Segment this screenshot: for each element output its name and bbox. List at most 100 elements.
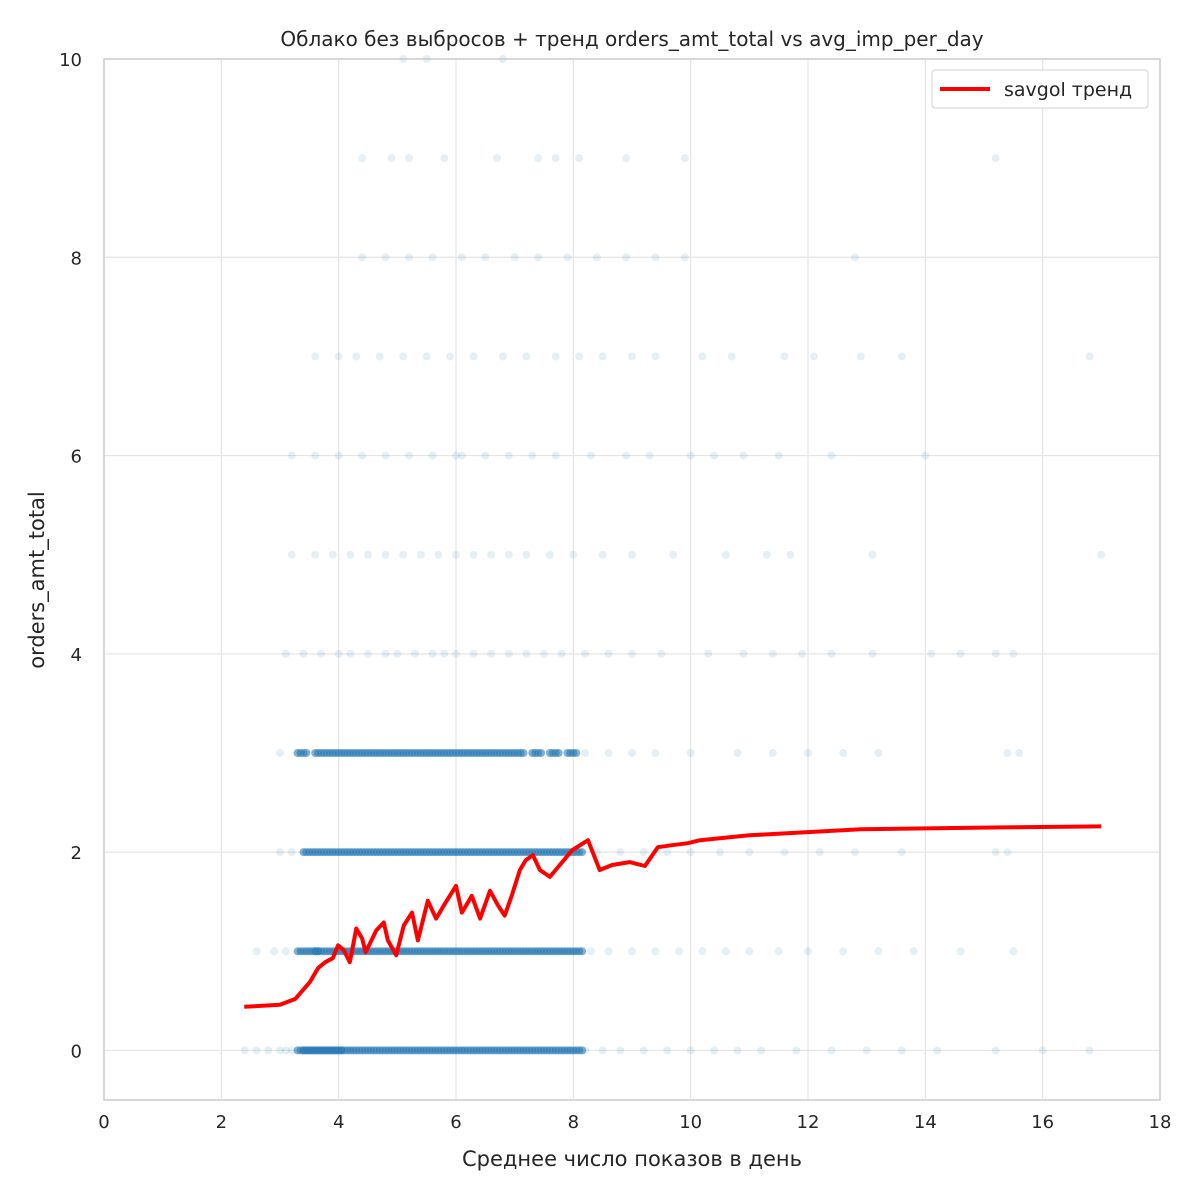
scatter-point xyxy=(680,154,689,163)
scatter-point xyxy=(739,649,748,658)
x-tick-label: 10 xyxy=(679,1112,702,1133)
y-tick-label: 6 xyxy=(71,447,82,468)
scatter-point xyxy=(563,253,572,262)
scatter-point xyxy=(375,352,384,361)
scatter-point xyxy=(519,749,528,757)
x-tick-label: 0 xyxy=(98,1112,109,1133)
scatter-point xyxy=(850,253,859,262)
scatter-point xyxy=(686,451,695,460)
scatter-point xyxy=(768,749,777,757)
scatter-point xyxy=(598,550,607,559)
scatter-point xyxy=(575,154,584,163)
scatter-point xyxy=(710,451,719,460)
scatter-point xyxy=(487,649,496,658)
scatter-point xyxy=(287,451,296,460)
scatter-point xyxy=(358,451,367,460)
x-tick-label: 4 xyxy=(333,1112,344,1133)
scatter-point xyxy=(498,352,507,361)
plot-frame xyxy=(103,58,1161,1101)
scatter-point xyxy=(809,352,818,361)
scatter-point xyxy=(551,154,560,163)
scatter-point xyxy=(440,649,449,658)
scatter-point xyxy=(551,451,560,460)
scatter-point xyxy=(569,550,578,559)
scatter-point xyxy=(581,649,590,658)
scatter-point xyxy=(827,649,836,658)
scatter-point xyxy=(586,451,595,460)
scatter-point xyxy=(827,1046,836,1055)
scatter-point xyxy=(428,253,437,262)
scatter-point xyxy=(733,1046,742,1055)
scatter-point xyxy=(281,947,290,956)
scatter-point xyxy=(1097,550,1106,559)
x-tick-label: 16 xyxy=(1031,1112,1054,1133)
scatter-point xyxy=(557,649,566,658)
scatter-point xyxy=(581,749,590,757)
scatter-point xyxy=(1009,947,1018,956)
scatter-point xyxy=(698,352,707,361)
legend: savgol тренд xyxy=(931,69,1149,109)
scatter-point xyxy=(446,352,455,361)
scatter-point xyxy=(721,947,730,956)
scatter-point xyxy=(428,451,437,460)
trend-line xyxy=(244,824,1102,1009)
scatter-point xyxy=(657,649,666,658)
scatter-point xyxy=(604,649,613,658)
scatter-point xyxy=(868,550,877,559)
scatter-point xyxy=(393,649,402,658)
scatter-point xyxy=(628,649,636,658)
scatter-point xyxy=(798,649,807,658)
scatter-point xyxy=(452,451,460,460)
scatter-point xyxy=(399,550,408,559)
scatter-point xyxy=(276,848,284,857)
scatter-point xyxy=(874,947,883,956)
scatter-point xyxy=(276,1046,284,1055)
scatter-point xyxy=(616,1046,625,1055)
scatter-point xyxy=(897,352,906,361)
scatter-point xyxy=(434,550,443,559)
scatter-point xyxy=(457,253,466,262)
scatter-point xyxy=(1009,649,1018,658)
scatter-point xyxy=(874,749,883,757)
scatter-point xyxy=(622,154,631,163)
scatter-point xyxy=(651,749,660,757)
scatter-point xyxy=(592,253,601,262)
scatter-point xyxy=(622,253,631,262)
scatter-point xyxy=(405,451,414,460)
trend-line-group xyxy=(244,824,1102,1009)
scatter-point xyxy=(698,947,707,956)
scatter-point xyxy=(1085,1046,1094,1055)
scatter-point xyxy=(504,550,513,559)
scatter-point xyxy=(1038,1046,1047,1055)
scatter-point xyxy=(578,1046,587,1055)
scatter-point xyxy=(334,352,343,361)
scatter-point xyxy=(578,947,587,956)
scatter-point xyxy=(311,352,320,361)
scatter-point xyxy=(780,848,789,857)
scatter-point xyxy=(850,848,859,857)
scatter-point xyxy=(956,947,965,956)
scatter-point xyxy=(481,451,490,460)
scatter-point xyxy=(745,947,754,956)
chart-title: Облако без выбросов + тренд orders_amt_t… xyxy=(280,27,983,51)
scatter-point xyxy=(281,649,290,658)
scatter-point xyxy=(827,451,836,460)
scatter-point xyxy=(897,848,906,857)
scatter-point xyxy=(956,649,965,658)
scatter-point xyxy=(991,154,1000,163)
scatter-point xyxy=(252,947,261,956)
scatter-point xyxy=(381,451,390,460)
scatter-point xyxy=(598,1046,607,1055)
scatter-point xyxy=(686,1046,695,1055)
scatter-point xyxy=(991,848,1000,857)
y-tick-label: 2 xyxy=(71,843,82,864)
scatter-point xyxy=(381,649,390,658)
scatter-point xyxy=(581,1046,590,1055)
scatter-point xyxy=(575,352,584,361)
scatter-point xyxy=(686,749,695,757)
scatter-point xyxy=(311,451,320,460)
scatter-point xyxy=(839,749,848,757)
scatter-point xyxy=(399,352,408,361)
scatter-point xyxy=(1085,352,1094,361)
scatter-point xyxy=(328,550,337,559)
